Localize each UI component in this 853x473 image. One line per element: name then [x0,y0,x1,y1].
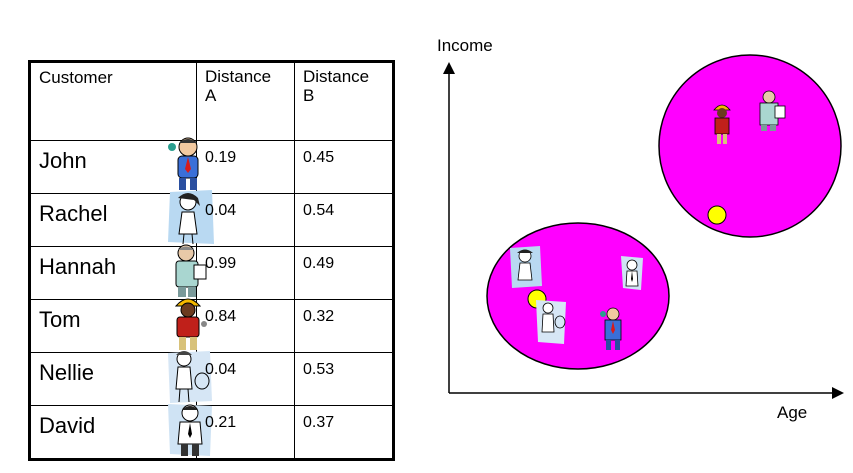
distance-b: 0.45 [294,140,394,194]
businessman-icon [168,137,199,190]
cluster-a-circle [486,222,670,370]
customer-name: John [29,137,199,194]
table-row: Hannah 0.99 0.49 [29,244,394,300]
customer-name-text: Hannah [39,254,117,279]
distance-b: 0.32 [294,299,394,353]
header-distance-b: Distance B [294,61,394,141]
centroid-b [707,205,727,225]
woman-tennis-icon [536,300,566,344]
table-header-row: Customer Distance A Distance B [29,61,394,141]
customer-name-text: Tom [39,307,81,332]
table-row: Nellie 0.04 0.53 [29,351,394,406]
x-axis-label: Age [777,403,808,422]
customer-name-text: David [39,413,96,438]
man-in-suit-icon [621,256,643,290]
distance-b: 0.37 [294,405,394,460]
customer-name: Rachel [29,190,214,247]
table-row: Tom 0.84 0.32 [29,298,394,353]
distance-b: 0.53 [294,352,394,406]
header-distance-a: Distance A [196,61,295,141]
customer-name: Hannah [29,244,207,300]
cluster-b-circle [658,54,842,238]
customer-name: Tom [29,298,207,353]
y-axis-label: Income [437,36,493,55]
customer-name-text: Rachel [39,201,108,226]
distance-b: 0.49 [294,246,394,300]
construction-worker-icon [713,104,731,144]
distance-a: 0.99 [196,246,295,300]
distance-a: 0.04 [196,352,295,406]
customer-name-text: John [39,148,87,173]
woman-icon [510,246,542,288]
table-row: David 0.21 0.37 [29,404,394,460]
header-customer: Customer [29,61,197,141]
construction-worker-icon [174,298,207,350]
businessman-icon [600,307,622,350]
man-with-clipboard-icon [759,90,786,131]
table-row: John 0.19 0.45 [29,137,394,194]
customer-name-text: Nellie [39,360,95,385]
customer-distance-table: Customer Distance A Distance B John 0.19 0… [28,60,395,461]
